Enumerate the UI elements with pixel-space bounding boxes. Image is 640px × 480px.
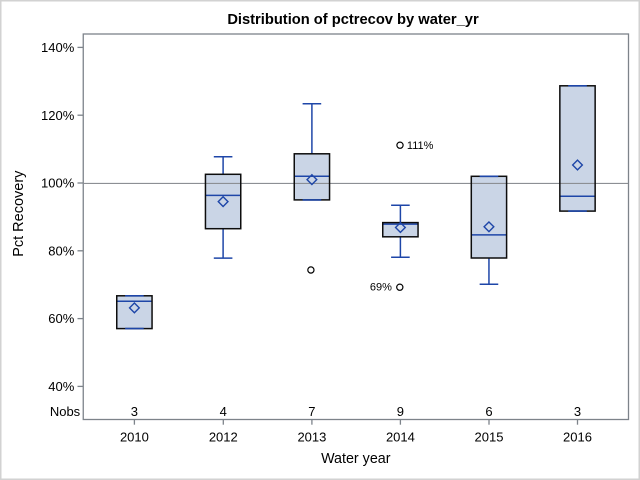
svg-text:4: 4 (220, 404, 227, 419)
svg-text:2015: 2015 (475, 429, 504, 444)
svg-text:2014: 2014 (386, 429, 415, 444)
svg-text:Water year: Water year (321, 451, 391, 467)
svg-text:3: 3 (574, 404, 581, 419)
svg-text:120%: 120% (41, 108, 75, 123)
svg-text:Pct Recovery: Pct Recovery (11, 170, 27, 257)
svg-text:3: 3 (131, 404, 138, 419)
svg-text:100%: 100% (41, 176, 75, 191)
svg-text:2012: 2012 (209, 429, 238, 444)
svg-text:60%: 60% (48, 311, 74, 326)
svg-text:Distribution of pctrecov by wa: Distribution of pctrecov by water_yr (227, 12, 479, 28)
svg-text:9: 9 (397, 404, 404, 419)
svg-text:2013: 2013 (297, 429, 326, 444)
svg-text:40%: 40% (48, 379, 74, 394)
svg-text:69%: 69% (370, 282, 392, 294)
svg-text:80%: 80% (48, 243, 74, 258)
svg-text:Nobs: Nobs (50, 404, 81, 419)
svg-text:6: 6 (485, 404, 492, 419)
svg-text:7: 7 (308, 404, 315, 419)
svg-text:2010: 2010 (120, 429, 149, 444)
svg-text:111%: 111% (407, 140, 434, 152)
svg-text:2016: 2016 (563, 429, 592, 444)
svg-text:140%: 140% (41, 40, 75, 55)
